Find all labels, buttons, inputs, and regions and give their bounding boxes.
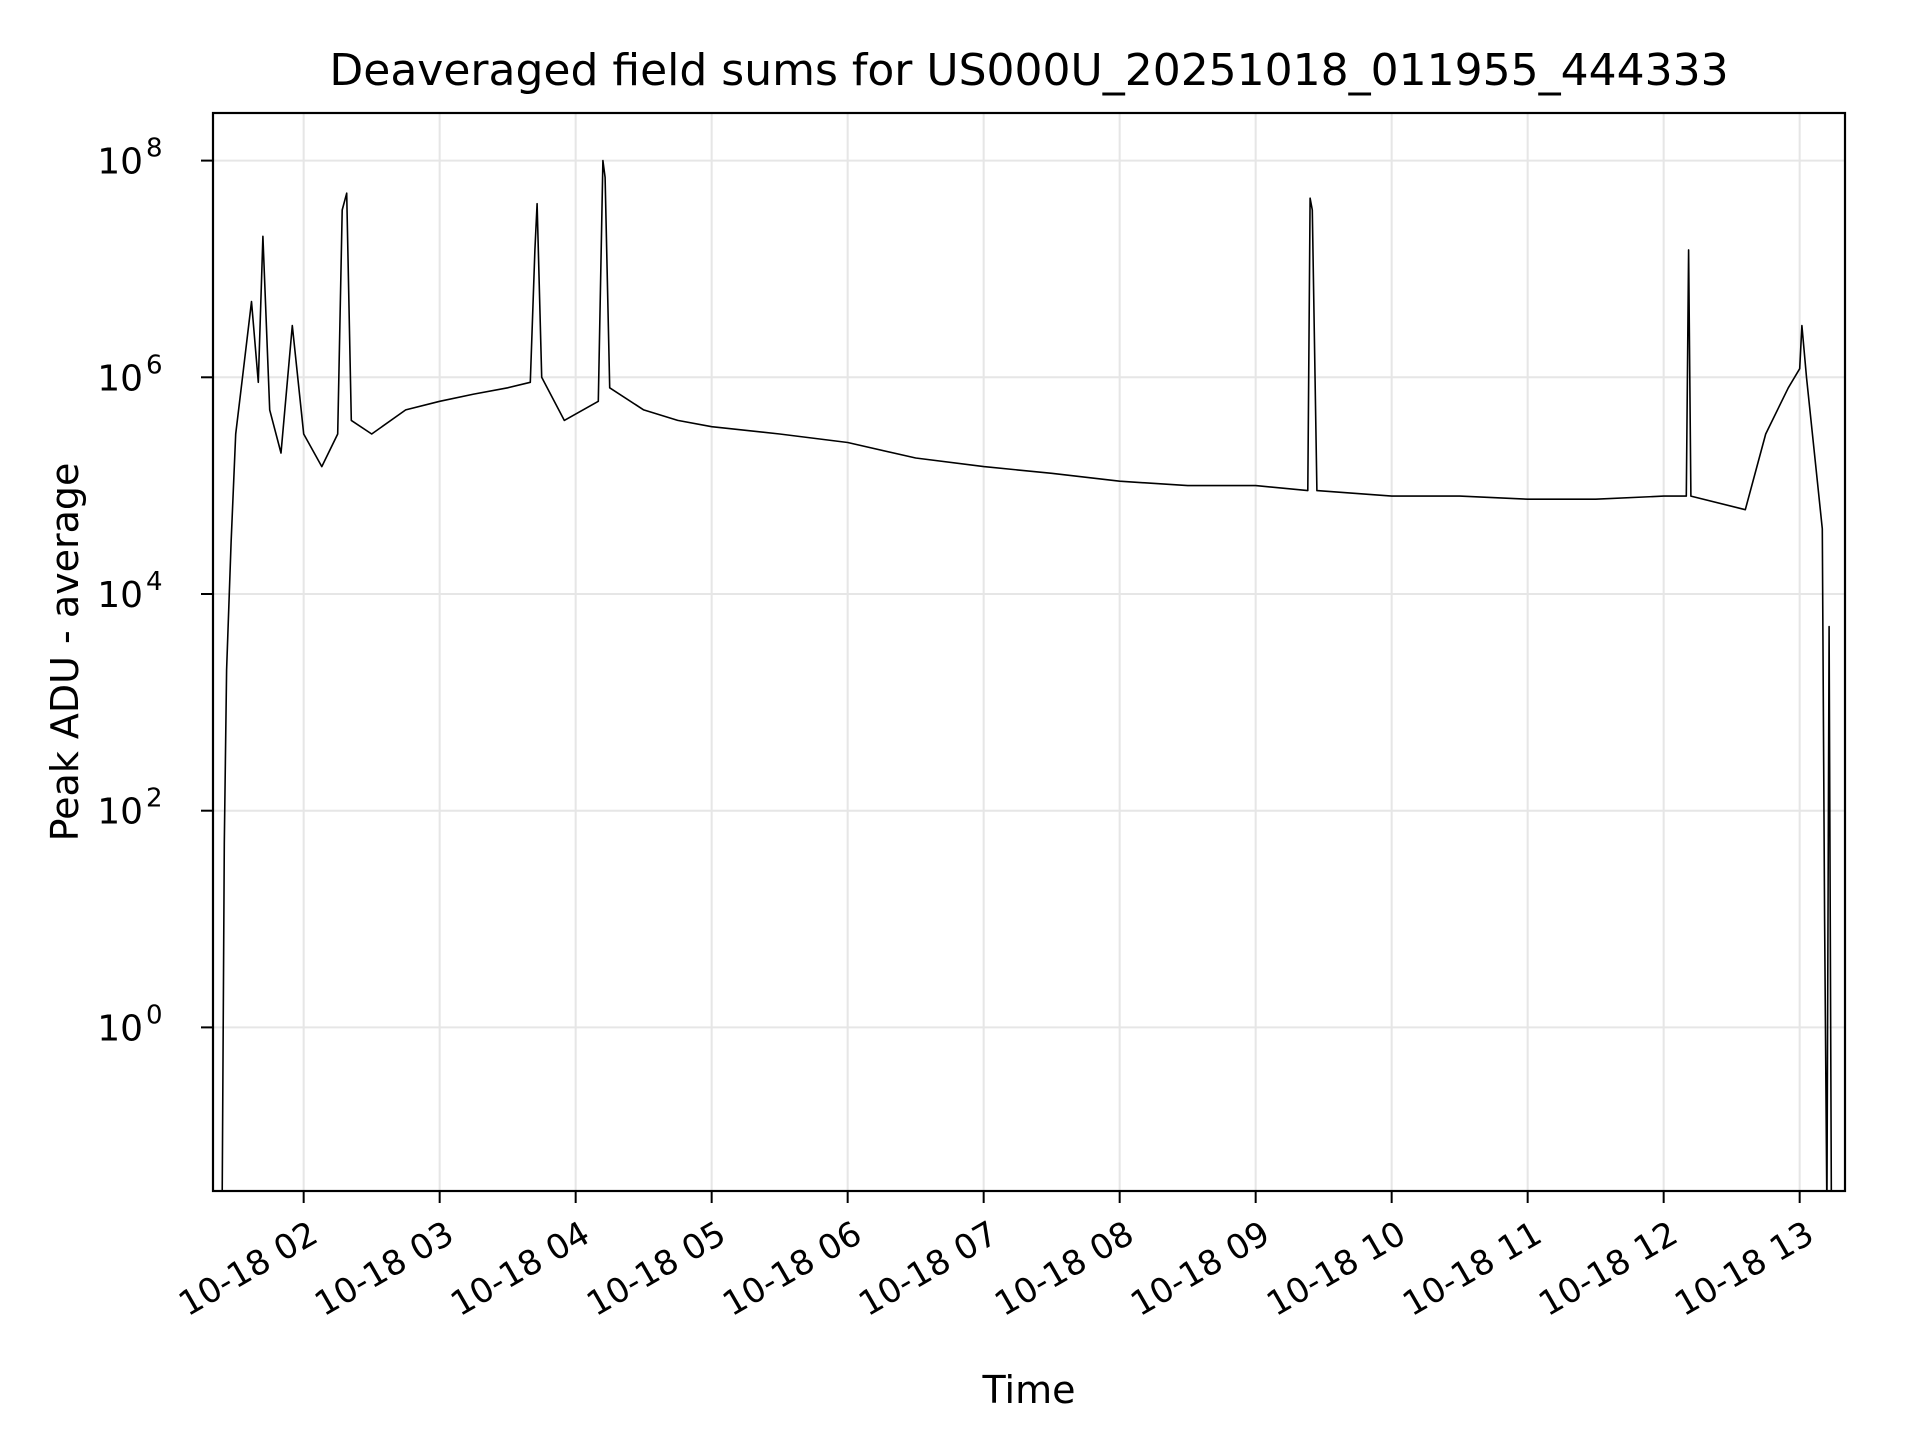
y-axis-label: Peak ADU - average [43,463,87,842]
y-tick-exponent: 0 [146,1000,163,1030]
y-tick-exponent: 6 [146,350,163,380]
y-tick-label: 10 [97,575,143,616]
y-tick-label: 10 [97,792,143,833]
y-tick-exponent: 8 [146,134,163,164]
chart-title: Deaveraged field sums for US000U_2025101… [329,45,1728,96]
data-line [221,159,1833,1191]
y-tick-label: 10 [97,1008,143,1049]
y-tick-exponent: 2 [146,784,163,814]
grid-layer [213,113,1845,1191]
x-axis-label: Time [982,1368,1076,1412]
y-tick-exponent: 4 [146,567,163,597]
y-tick-label: 10 [97,358,143,399]
y-tick-label: 10 [97,142,143,183]
series-layer [221,159,1833,1191]
plot-area-frame [211,111,1847,1193]
